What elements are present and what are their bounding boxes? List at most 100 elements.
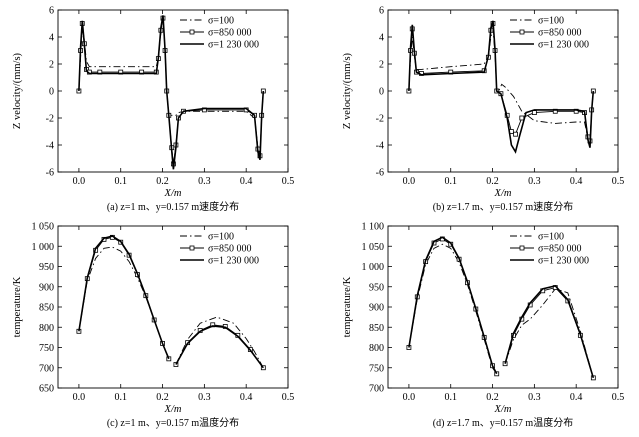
panel-caption: (c) z=1 m、y=0.157 m温度分布 <box>107 416 239 429</box>
y-tick-label: 950 <box>369 282 384 293</box>
series-line-0 <box>78 246 264 369</box>
chart-panel-3: 0.0 0.1 0.2 0.3 0.4 0.5 700 750 800 850 900 950 1 00… <box>342 222 624 430</box>
legend-label-0: σ=100 <box>208 232 234 243</box>
x-tick-label: 0.0 <box>73 392 86 403</box>
x-tick-label: 0.3 <box>198 392 211 403</box>
legend-label-1: σ=850 000 <box>538 28 582 39</box>
x-tick-label: 0.3 <box>528 392 541 403</box>
y-tick-label: 1 000 <box>362 262 385 273</box>
y-tick-label: 1 100 <box>362 222 385 233</box>
y-axis-label: temperature/K <box>342 276 353 337</box>
chart-panel-2: 0.0 0.1 0.2 0.3 0.4 0.5 650 700 750 800 850 900 950 1… <box>12 222 294 430</box>
y-tick-label: 6 <box>49 6 54 17</box>
legend-label-0: σ=100 <box>538 16 564 27</box>
x-tick-label: 0.1 <box>444 392 457 403</box>
x-tick-label: 0.2 <box>486 392 499 403</box>
y-tick-label: 6 <box>379 6 384 17</box>
series-line-2 <box>408 236 595 379</box>
x-tick-label: 0.5 <box>282 392 295 403</box>
y-tick-label: 1 000 <box>32 242 55 253</box>
legend-marker <box>189 29 195 35</box>
series-line-2 <box>78 15 265 170</box>
legend-label-1: σ=850 000 <box>208 244 252 255</box>
x-tick-label: 0.4 <box>570 392 583 403</box>
y-tick-label: 4 <box>379 33 384 44</box>
x-tick-label: 0.1 <box>114 176 127 187</box>
x-axis-label: X/m <box>494 404 512 415</box>
plot-frame <box>57 225 289 389</box>
y-tick-label: -4 <box>46 141 54 152</box>
x-tick-label: 0.3 <box>528 176 541 187</box>
chart-panel-0: 0.0 0.1 0.2 0.3 0.4 0.5 -6 -4 -2 0 2 4 6 X/m Z velocit… <box>12 6 294 214</box>
panel-caption: (a) z=1 m、y=0.157 m速度分布 <box>107 200 239 213</box>
legend-label-1: σ=850 000 <box>538 244 582 255</box>
legend-label-0: σ=100 <box>538 232 564 243</box>
y-tick-label: 650 <box>39 384 54 395</box>
data-point <box>519 115 525 121</box>
data-point <box>494 371 500 377</box>
y-tick-label: 2 <box>49 60 54 71</box>
x-tick-label: 0.2 <box>156 176 169 187</box>
x-axis-label: X/m <box>164 404 182 415</box>
y-tick-label: 850 <box>369 323 384 334</box>
y-tick-label: 750 <box>39 343 54 354</box>
y-tick-label: -2 <box>46 114 54 125</box>
x-tick-label: 0.4 <box>240 176 253 187</box>
y-tick-label: 1 050 <box>32 222 55 233</box>
series-line-0 <box>408 28 594 143</box>
y-tick-label: 800 <box>39 323 54 334</box>
y-tick-label: 4 <box>49 33 54 44</box>
x-tick-label: 0.4 <box>240 392 253 403</box>
x-tick-label: 0.1 <box>444 176 457 187</box>
x-tick-label: 0.4 <box>570 176 583 187</box>
y-tick-label: 900 <box>39 282 54 293</box>
y-axis-label: Z velocity/(mm/s) <box>12 52 23 129</box>
y-axis-label: Z velocity/(mm/s) <box>342 52 353 129</box>
y-tick-label: 2 <box>379 60 384 71</box>
x-tick-label: 0.2 <box>486 176 499 187</box>
y-axis-label: temperature/K <box>12 276 23 337</box>
y-tick-label: 950 <box>39 262 54 273</box>
legend-label-2: σ=1 230 000 <box>538 40 589 51</box>
chart-panel-1: 0.0 0.1 0.2 0.3 0.4 0.5 -6 -4 -2 0 2 4 6 X/m Z velocit… <box>342 6 624 214</box>
plot-frame <box>387 9 619 173</box>
y-tick-label: 750 <box>369 363 384 374</box>
y-tick-label: 0 <box>49 87 54 98</box>
x-tick-label: 0.5 <box>612 176 625 187</box>
x-tick-label: 0.2 <box>156 392 169 403</box>
x-tick-label: 0.1 <box>114 392 127 403</box>
y-tick-label: -2 <box>376 114 384 125</box>
x-tick-label: 0.3 <box>198 176 211 187</box>
x-tick-label: 0.0 <box>403 176 416 187</box>
y-tick-label: 800 <box>369 343 384 354</box>
panel-caption: (b) z=1.7 m、y=0.157 m速度分布 <box>433 200 573 213</box>
x-tick-label: 0.0 <box>73 176 86 187</box>
legend-marker <box>189 245 195 251</box>
x-tick-label: 0.0 <box>403 392 416 403</box>
x-axis-label: X/m <box>164 188 182 199</box>
x-tick-label: 0.5 <box>612 392 625 403</box>
panel-caption: (d) z=1.7 m、y=0.157 m温度分布 <box>433 416 573 429</box>
legend-marker <box>519 245 525 251</box>
legend-label-1: σ=850 000 <box>208 28 252 39</box>
legend-label-2: σ=1 230 000 <box>208 40 259 51</box>
legend-label-2: σ=1 230 000 <box>208 256 259 267</box>
legend-label-2: σ=1 230 000 <box>538 256 589 267</box>
y-tick-label: 900 <box>369 303 384 314</box>
y-tick-label: 1 050 <box>362 242 385 253</box>
y-tick-label: -4 <box>376 141 384 152</box>
x-tick-label: 0.5 <box>282 176 295 187</box>
legend-marker <box>519 29 525 35</box>
x-axis-label: X/m <box>494 188 512 199</box>
y-tick-label: 0 <box>379 87 384 98</box>
legend-label-0: σ=100 <box>208 16 234 27</box>
series-line-2 <box>408 20 595 154</box>
y-tick-label: 850 <box>39 303 54 314</box>
y-tick-label: -6 <box>376 168 384 179</box>
data-point <box>513 131 518 137</box>
y-tick-label: 700 <box>39 363 54 374</box>
y-tick-label: -6 <box>46 168 54 179</box>
series-line-2 <box>78 235 264 369</box>
y-tick-label: 700 <box>369 384 384 395</box>
